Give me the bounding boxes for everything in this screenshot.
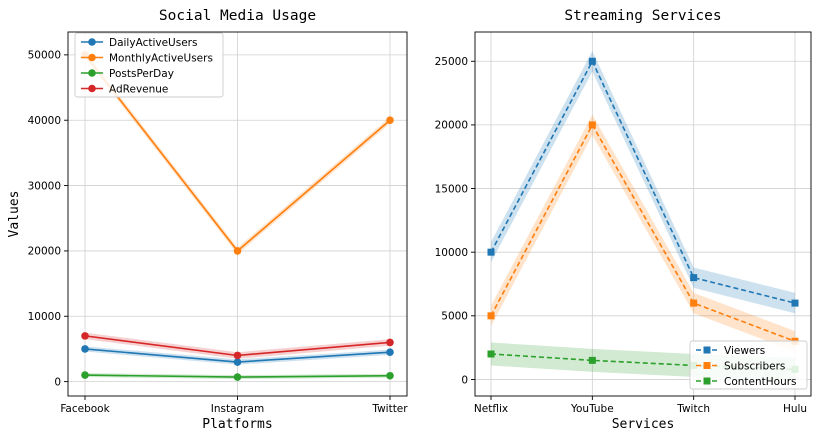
data-point — [690, 274, 698, 282]
data-point — [487, 312, 495, 320]
legend-label: MonthlyActiveUsers — [109, 52, 213, 64]
legend-label: Subscribers — [724, 360, 785, 372]
x-tick-label: Hulu — [783, 403, 807, 415]
series-Viewers — [487, 51, 799, 314]
legend: Viewers Subscribers ContentHours — [689, 340, 808, 390]
legend-entry: DailyActiveUsers — [81, 37, 197, 49]
legend-entry: Subscribers — [696, 360, 785, 372]
legend-label: DailyActiveUsers — [109, 37, 197, 49]
data-point — [233, 247, 242, 255]
x-tick-label: YouTube — [570, 403, 614, 415]
legend-box — [689, 340, 808, 390]
data-point — [690, 299, 698, 307]
x-tick-label: Netflix — [474, 403, 508, 415]
legend-marker — [703, 362, 711, 369]
chart-title: Streaming Services — [564, 8, 721, 24]
chart-panel-2: 0 5000 10000 15000 20000 25000 Netflix YouTube T… — [435, 8, 812, 432]
series-line — [490, 353, 796, 371]
legend-entry: AdRevenue — [81, 83, 168, 95]
legend-label: AdRevenue — [109, 83, 168, 95]
data-point — [386, 348, 394, 357]
y-tick-label: 20000 — [28, 246, 61, 258]
legend-label: ContentHours — [724, 376, 797, 388]
series-PostsPerDay — [81, 371, 394, 381]
legend: DailyActiveUsers MonthlyActiveUsers PostsP… — [74, 32, 224, 98]
legend-marker — [88, 84, 96, 93]
x-tick-label: Facebook — [60, 403, 110, 415]
y-tick-label: 30000 — [28, 180, 61, 192]
y-tick-label: 10000 — [435, 247, 468, 259]
y-tick-label: 0 — [54, 376, 61, 388]
y-tick-label: 40000 — [28, 115, 61, 127]
y-tick-label: 25000 — [435, 56, 468, 68]
data-point — [81, 371, 89, 379]
legend-label: PostsPerDay — [109, 68, 174, 80]
series-DailyActiveUsers — [81, 345, 394, 366]
data-point — [233, 351, 242, 360]
data-point — [386, 116, 394, 125]
y-tick-label: 20000 — [435, 120, 468, 132]
legend-label: Viewers — [724, 345, 765, 357]
x-tick-label: Instagram — [211, 403, 264, 415]
series-AdRevenue — [81, 332, 394, 360]
legend-entry: MonthlyActiveUsers — [81, 52, 213, 64]
x-axis-label: Services — [612, 417, 675, 432]
y-tick-label: 50000 — [28, 50, 61, 62]
plot-frame — [474, 31, 812, 397]
data-point — [81, 332, 89, 340]
series-line — [490, 123, 796, 343]
data-point — [588, 57, 596, 65]
legend-entry: PostsPerDay — [81, 68, 174, 80]
data-point — [386, 371, 394, 380]
data-point — [233, 358, 242, 366]
chart-panel-1: 0 10000 20000 30000 40000 50000 Facebook Instag… — [7, 8, 408, 432]
data-point — [588, 121, 596, 129]
legend-marker — [88, 38, 96, 46]
legend-entry: ContentHours — [696, 376, 797, 388]
data-point — [588, 356, 596, 364]
data-point — [487, 248, 495, 256]
x-axis-label: Platforms — [202, 417, 272, 432]
y-tick-label: 5000 — [441, 311, 468, 323]
data-point — [487, 350, 495, 358]
y-axis-label: Values — [7, 191, 22, 238]
plot-area — [475, 32, 811, 396]
series-line — [490, 59, 796, 304]
y-tick-label: 10000 — [28, 311, 61, 323]
confidence-band — [491, 51, 795, 314]
gridlines — [475, 32, 811, 396]
legend-entry: Viewers — [696, 345, 765, 357]
data-point — [791, 299, 799, 307]
legend-marker — [88, 69, 96, 77]
data-point — [386, 338, 394, 347]
legend-box — [74, 32, 224, 98]
data-point — [233, 373, 242, 381]
y-tick-label: 0 — [461, 374, 468, 386]
legend-marker — [703, 377, 711, 385]
legend-marker — [703, 346, 711, 354]
chart-title: Social Media Usage — [159, 8, 316, 24]
x-tick-label: Twitter — [371, 403, 408, 415]
legend-marker — [88, 53, 96, 62]
x-tick-label: Twitch — [676, 403, 710, 415]
y-tick-label: 15000 — [435, 183, 468, 195]
data-point — [81, 345, 89, 353]
